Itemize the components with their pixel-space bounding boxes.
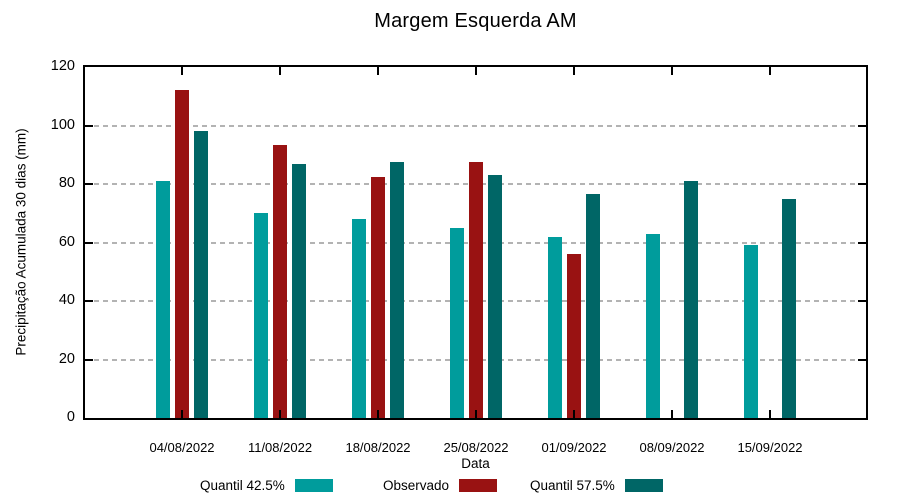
- y-tick-label: 40: [58, 292, 75, 308]
- y-tick-label: 0: [66, 409, 75, 425]
- bar-cluster: [254, 144, 306, 418]
- y-tick-mark: [85, 358, 93, 361]
- bar-cluster: [646, 181, 698, 418]
- bar: [450, 227, 464, 418]
- legend-entry: Observado: [383, 477, 498, 494]
- bar: [782, 198, 796, 418]
- bar: [194, 131, 208, 418]
- y-tick-mark: [858, 124, 866, 127]
- legend-label: Observado: [383, 478, 450, 493]
- y-tick-label: 20: [58, 350, 75, 367]
- x-tick-mark: [573, 67, 575, 75]
- y-tick-mark: [85, 241, 93, 244]
- x-tick-label: 01/09/2022: [541, 440, 607, 455]
- x-tick-label: 08/09/2022: [639, 440, 705, 455]
- bar: [371, 176, 385, 418]
- x-tick-mark: [475, 410, 477, 418]
- bar: [390, 162, 404, 418]
- bar-cluster: [156, 90, 208, 418]
- y-tick-mark: [858, 183, 866, 185]
- bar: [548, 236, 562, 418]
- bar: [586, 194, 600, 418]
- y-tick-mark: [85, 124, 93, 127]
- x-tick-label: 04/08/2022: [149, 440, 215, 455]
- x-tick-mark: [279, 410, 281, 418]
- x-tick-mark: [769, 67, 771, 75]
- legend-label: Quantil 57.5%: [530, 478, 615, 493]
- bar-cluster: [450, 162, 502, 418]
- x-tick-mark: [377, 67, 379, 75]
- x-tick-mark: [671, 67, 673, 75]
- legend-swatch: [624, 479, 663, 492]
- x-tick-label: 15/09/2022: [737, 440, 803, 455]
- bar-cluster: [352, 162, 404, 418]
- y-tick-label: 80: [58, 175, 75, 191]
- legend-swatch: [294, 479, 333, 492]
- bar: [744, 245, 758, 418]
- x-tick-label: 11/08/2022: [247, 440, 313, 455]
- bar-cluster: [744, 198, 796, 418]
- bar: [488, 175, 502, 418]
- y-tick-mark: [858, 241, 866, 244]
- legend-swatch: [459, 479, 498, 492]
- x-tick-mark: [475, 67, 477, 75]
- y-tick-mark: [85, 300, 93, 302]
- bar: [567, 254, 581, 418]
- chart-title: Margem Esquerda AM: [374, 10, 577, 32]
- bar: [469, 162, 483, 418]
- y-tick-mark: [858, 358, 866, 361]
- x-tick-mark: [769, 410, 771, 418]
- legend-label: Quantil 42.5%: [200, 478, 285, 493]
- bar: [352, 219, 366, 418]
- bar: [292, 163, 306, 418]
- bar: [175, 90, 189, 418]
- x-tick-mark: [181, 67, 183, 75]
- x-axis-label: Data: [461, 456, 490, 471]
- bar-cluster: [548, 194, 600, 418]
- x-tick-mark: [279, 67, 281, 75]
- bar: [646, 233, 660, 418]
- x-tick-mark: [377, 410, 379, 418]
- y-tick-mark: [858, 300, 866, 302]
- legend-entry: Quantil 42.5%: [200, 477, 333, 494]
- x-tick-mark: [573, 410, 575, 418]
- x-tick-mark: [181, 410, 183, 418]
- bar: [254, 213, 268, 418]
- gridline: [85, 124, 866, 127]
- plot-area: [83, 65, 868, 420]
- legend-entry: Quantil 57.5%: [530, 477, 663, 494]
- x-tick-mark: [671, 410, 673, 418]
- y-tick-label: 120: [50, 58, 75, 74]
- y-tick-label: 60: [58, 233, 75, 250]
- y-tick-mark: [85, 183, 93, 185]
- bar: [684, 181, 698, 418]
- x-tick-label: 25/08/2022: [443, 440, 509, 455]
- bar: [156, 181, 170, 418]
- bar: [273, 144, 287, 418]
- x-tick-label: 18/08/2022: [345, 440, 411, 455]
- y-tick-label: 100: [50, 116, 75, 133]
